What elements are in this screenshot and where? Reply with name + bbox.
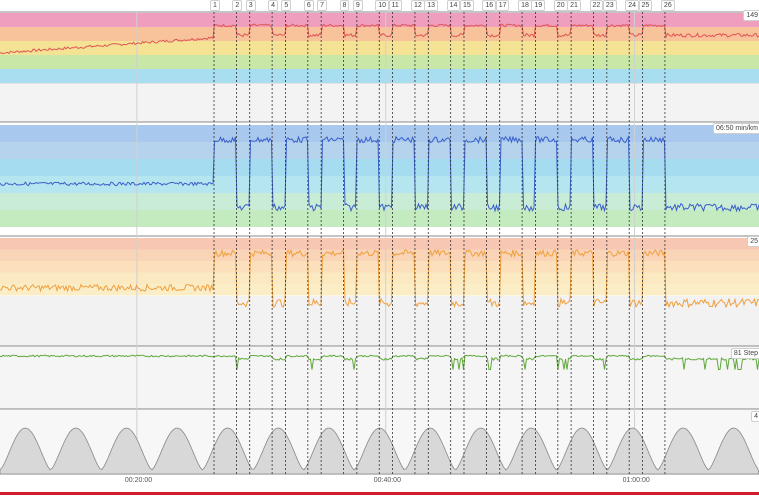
- lap-marker-label[interactable]: 21: [567, 0, 581, 11]
- heart-rate-panel-bg: [0, 84, 759, 122]
- time-axis-tick: 00:40:00: [373, 477, 401, 484]
- lap-marker-label[interactable]: 8: [339, 0, 350, 11]
- cadence-zone-band: [0, 272, 759, 284]
- lap-marker-label[interactable]: 26: [660, 0, 675, 11]
- time-axis-tick: 00:20:00: [124, 477, 153, 484]
- lap-marker-label[interactable]: 3: [245, 0, 256, 11]
- lap-marker-label[interactable]: 2: [232, 0, 243, 11]
- pace-zone-band: [0, 159, 759, 176]
- lap-marker-label[interactable]: 11: [388, 0, 402, 11]
- lap-marker-label[interactable]: 10: [375, 0, 390, 11]
- lap-marker-label[interactable]: 5: [281, 0, 292, 11]
- lap-markers: [213, 8, 666, 474]
- lap-marker-label[interactable]: 23: [602, 0, 617, 11]
- heart-rate-value-label: 149: [743, 10, 759, 21]
- lap-marker-label[interactable]: 14: [446, 0, 461, 11]
- cadence-zone-band: [0, 238, 759, 250]
- elevation-value-label: 4: [751, 411, 759, 422]
- lap-marker-label[interactable]: 6: [303, 0, 314, 11]
- lap-marker-label[interactable]: 25: [638, 0, 653, 11]
- lap-marker-label[interactable]: 7: [317, 0, 328, 11]
- cadence-zone-band: [0, 261, 759, 273]
- pace-line: [0, 135, 759, 213]
- lap-marker-label[interactable]: 22: [589, 0, 604, 11]
- pace-zone-band: [0, 142, 759, 159]
- pace-zone-band: [0, 210, 759, 227]
- lap-marker-label[interactable]: 24: [625, 0, 640, 11]
- lap-marker-label[interactable]: 18: [518, 0, 532, 11]
- stride-value-label: 81 Step: [730, 348, 759, 359]
- lap-marker-label[interactable]: 9: [352, 0, 363, 11]
- elevation-area: [0, 427, 759, 475]
- cadence-value-label: 25: [747, 236, 759, 247]
- lap-marker-label[interactable]: 4: [268, 0, 279, 11]
- pace-value-label: 06:50 min/km: [712, 123, 759, 134]
- accent-bar: [0, 492, 759, 495]
- stride-line: [0, 354, 759, 370]
- lap-marker-label[interactable]: 15: [459, 0, 474, 11]
- time-axis-tick: 01:00:00: [622, 477, 650, 484]
- lap-marker-label[interactable]: 1: [210, 0, 220, 11]
- lap-marker-label[interactable]: 13: [424, 0, 439, 11]
- lap-marker-label[interactable]: 17: [495, 0, 510, 11]
- lap-marker-label[interactable]: 12: [410, 0, 425, 11]
- lap-marker-label[interactable]: 20: [553, 0, 568, 11]
- lap-marker-label[interactable]: 16: [482, 0, 497, 11]
- cadence-zone-band: [0, 249, 759, 261]
- lap-marker-label[interactable]: 19: [531, 0, 546, 11]
